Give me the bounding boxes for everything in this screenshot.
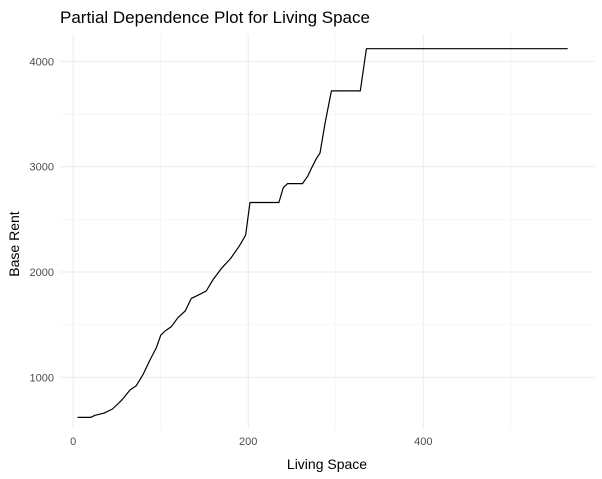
y-axis-label: Base Rent: [6, 211, 22, 276]
chart-title: Partial Dependence Plot for Living Space: [60, 8, 370, 27]
y-axis-ticks: 1000 2000 3000 4000: [30, 56, 54, 384]
y-tick-label: 2000: [30, 267, 54, 279]
y-tick-label: 1000: [30, 372, 54, 384]
x-tick-label: 0: [70, 436, 76, 448]
x-axis-label: Living Space: [287, 456, 367, 472]
x-tick-label: 400: [414, 436, 432, 448]
x-tick-label: 200: [239, 436, 257, 448]
x-axis-ticks: 0 200 400: [70, 436, 432, 448]
y-tick-label: 3000: [30, 162, 54, 174]
series-line: [77, 48, 568, 418]
series-group: [77, 48, 568, 418]
grid: [60, 34, 594, 429]
y-tick-label: 4000: [30, 56, 54, 68]
